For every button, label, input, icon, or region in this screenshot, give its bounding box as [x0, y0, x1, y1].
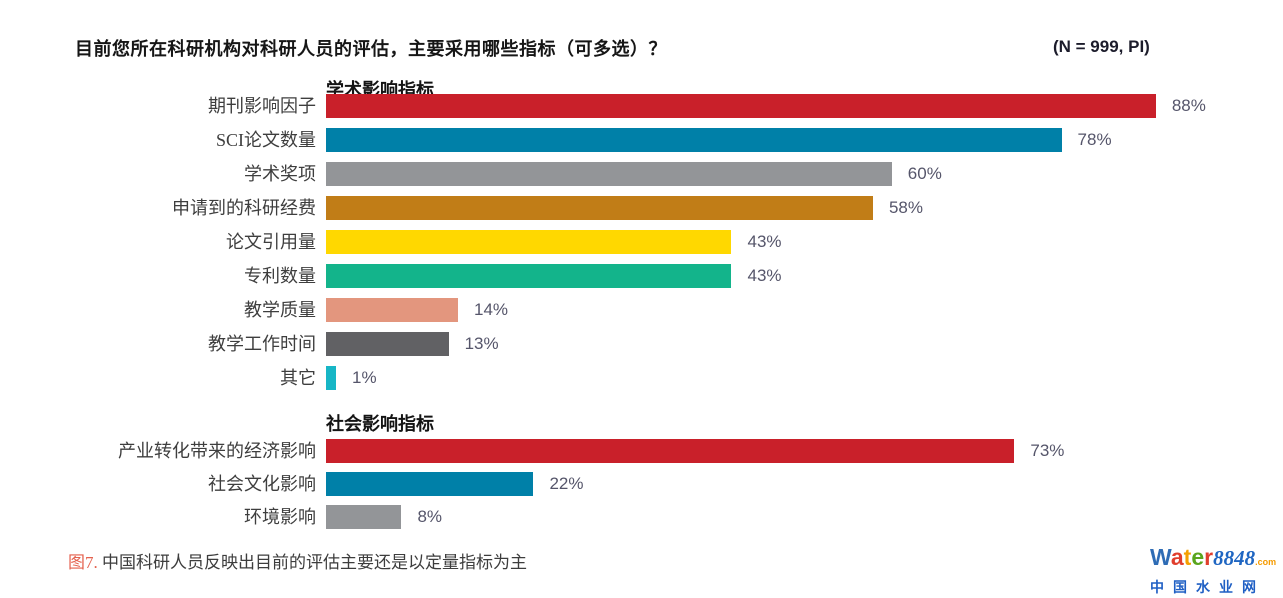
logo-word: Water [1150, 544, 1213, 570]
figure-number: 图7. [68, 553, 98, 572]
bar-segment [326, 298, 459, 322]
bar-segment [326, 505, 402, 529]
bar-segment [326, 196, 873, 220]
value-label: 1% [352, 368, 377, 387]
bar-segment [326, 264, 732, 288]
bar-segment [326, 366, 336, 390]
category-label: 环境影响 [244, 507, 316, 527]
category-label: 期刊影响因子 [208, 96, 316, 116]
logo-letter: e [1191, 544, 1205, 570]
logo-letter: W [1150, 544, 1171, 570]
value-label: 14% [474, 300, 509, 319]
category-label: 产业转化带来的经济影响 [118, 441, 316, 461]
water8848-logo: Water8848.com 中国水业网 [1150, 544, 1277, 597]
category-label: 教学工作时间 [208, 334, 316, 354]
value-label: 8% [417, 507, 443, 526]
chart-title: 目前您所在科研机构对科研人员的评估，主要采用哪些指标（可多选）？ [75, 39, 667, 59]
logo-subtitle: 中国水业网 [1150, 579, 1265, 595]
logo-number: 8848 [1213, 546, 1256, 570]
category-label: 教学质量 [244, 300, 316, 320]
bar-segment [326, 230, 732, 254]
bar-segment [326, 94, 1156, 118]
bar-segment [326, 472, 534, 496]
bar-segment [326, 332, 449, 356]
value-label: 60% [907, 164, 942, 183]
logo-wordmark: Water8848.com [1150, 544, 1277, 574]
value-label: 13% [464, 334, 499, 353]
logo-tld: .com [1255, 557, 1277, 567]
bar-segment [326, 128, 1062, 152]
figure-caption: 图7. 中国科研人员反映出目前的评估主要还是以定量指标为主 [68, 548, 527, 573]
group-header: 社会影响指标 [326, 414, 434, 434]
value-label: 78% [1077, 130, 1112, 149]
value-label: 73% [1030, 441, 1065, 460]
sample-size-label: (N = 999, PI) [1053, 37, 1150, 56]
bar-segment [326, 162, 892, 186]
value-label: 58% [888, 198, 923, 217]
category-label: 社会文化影响 [208, 474, 316, 494]
logo-letter: r [1204, 544, 1214, 570]
bar-segment [326, 439, 1015, 463]
figure-caption-text: 中国科研人员反映出目前的评估主要还是以定量指标为主 [97, 553, 527, 572]
category-label: 学术奖项 [244, 164, 316, 184]
value-label: 22% [549, 474, 584, 493]
category-label: 其它 [280, 368, 316, 388]
logo-letter: a [1170, 544, 1184, 570]
category-label: 论文引用量 [226, 232, 316, 252]
value-label: 43% [747, 266, 782, 285]
category-label: SCI论文数量 [215, 130, 316, 150]
category-label: 专利数量 [244, 266, 316, 286]
logo-letter: t [1183, 544, 1192, 570]
category-label: 申请到的科研经费 [172, 198, 316, 218]
value-label: 88% [1171, 96, 1206, 115]
value-label: 43% [747, 232, 782, 251]
